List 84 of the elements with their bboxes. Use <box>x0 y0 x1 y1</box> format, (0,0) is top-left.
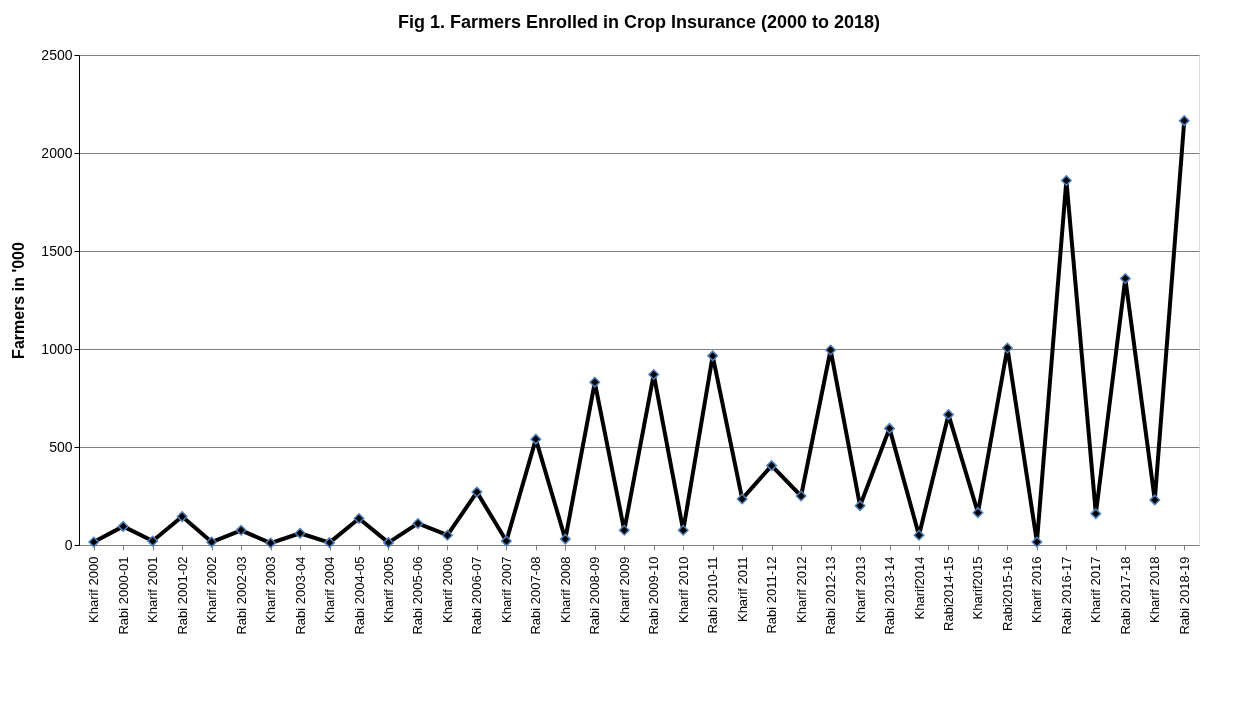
x-tick-label: Rabi 2007-08 <box>528 556 544 635</box>
x-tick-label: Kharif 2003 <box>263 556 279 623</box>
point <box>972 507 984 519</box>
point <box>854 500 866 512</box>
x-tick-label: Rabi 2018-19 <box>1176 556 1192 635</box>
chart-title: Fig 1. Farmers Enrolled in Crop Insurance (2000 to 2018) <box>397 12 881 32</box>
x-tick-label: Kharif 2013 <box>852 556 868 623</box>
x-tick-label: Rabi 2002-03 <box>233 556 249 635</box>
x-tick-label: Kharif 2007 <box>498 556 514 623</box>
x-tick-label: Kharif 2004 <box>322 556 338 623</box>
point <box>500 535 512 547</box>
x-tick-label: Kharif 2011 <box>734 556 750 623</box>
x-tick-label: Rabi 2009-10 <box>646 556 662 635</box>
point <box>825 344 837 356</box>
x-tick-label: Rabi 2016-17 <box>1058 556 1074 635</box>
point <box>942 409 954 421</box>
x-tick-label: Rabi 2012-13 <box>823 556 839 635</box>
x-tick-label: Kharif 2010 <box>675 556 691 623</box>
point <box>353 513 365 525</box>
point <box>324 537 336 549</box>
x-tick-label: Kharif 2000 <box>86 556 102 623</box>
x-tick-label: Rabi 2008-09 <box>587 556 603 635</box>
x-tick-label: Rabi 2017-18 <box>1117 556 1133 635</box>
x-tick-label: Rabi 2001-02 <box>174 556 190 635</box>
point <box>441 529 453 541</box>
x-tick-label: Rabi 2000-01 <box>115 556 131 635</box>
y-tick-label: 2000 <box>41 144 73 161</box>
point <box>913 529 925 541</box>
x-tick-label: Rabi 2010-11 <box>705 556 721 634</box>
y-tick-label: 1000 <box>41 340 73 357</box>
y-tick-label: 1500 <box>41 242 73 259</box>
x-tick-label: Kharif 2005 <box>380 556 396 623</box>
point <box>412 517 424 529</box>
x-tick-label: Rabi 2013-14 <box>882 556 898 635</box>
x-tick-label: Kharif 2001 <box>145 556 161 623</box>
point <box>677 524 689 536</box>
x-tick-label: Kharif 2006 <box>439 556 455 623</box>
point <box>648 368 660 380</box>
point <box>294 527 306 539</box>
point <box>471 486 483 498</box>
y-axis-title: Farmers in '000 <box>10 242 28 359</box>
point <box>117 520 129 532</box>
point <box>382 537 394 549</box>
x-tick-label: Rabi 2011-12 <box>764 556 780 634</box>
x-tick-label: Kharif2015 <box>970 556 986 620</box>
point <box>736 493 748 505</box>
point <box>530 433 542 445</box>
x-tick-label: Kharif 2009 <box>616 556 632 623</box>
point <box>1090 508 1102 520</box>
x-tick-label: Rabi 2004-05 <box>351 556 367 635</box>
x-tick-label: Rabi 2006-07 <box>469 556 485 635</box>
point <box>265 537 277 549</box>
point <box>206 536 218 548</box>
x-tick-label: Rabi2014-15 <box>940 556 956 631</box>
point <box>707 350 719 362</box>
point <box>1031 536 1043 548</box>
y-tick-label: 2500 <box>41 46 73 63</box>
point <box>235 524 247 536</box>
x-tick-label: Kharif 2018 <box>1147 556 1163 623</box>
x-tick-label: Kharif 2012 <box>793 556 809 623</box>
point <box>559 533 571 545</box>
point <box>88 536 100 548</box>
y-tick-label: 0 <box>64 536 73 553</box>
x-tick-label: Kharif 2008 <box>557 556 573 623</box>
point <box>1119 272 1131 284</box>
point <box>795 490 807 502</box>
point <box>884 422 896 434</box>
x-tick-label: Rabi2015-16 <box>999 556 1015 631</box>
point <box>176 511 188 523</box>
x-tick-label: Kharif 2002 <box>204 556 220 623</box>
y-tick-label: 500 <box>49 438 73 455</box>
x-tick-label: Rabi 2005-06 <box>410 556 426 635</box>
point <box>618 524 630 536</box>
point <box>589 376 601 388</box>
point <box>766 460 778 472</box>
point <box>1001 342 1013 354</box>
x-tick-label: Kharif2014 <box>911 556 927 620</box>
point <box>1060 174 1072 186</box>
x-tick-label: Kharif 2017 <box>1088 556 1104 623</box>
x-tick-label: Kharif 2016 <box>1029 556 1045 623</box>
point <box>147 535 159 547</box>
x-tick-label: Rabi 2003-04 <box>292 556 308 635</box>
point <box>1178 115 1190 127</box>
point <box>1149 494 1161 506</box>
